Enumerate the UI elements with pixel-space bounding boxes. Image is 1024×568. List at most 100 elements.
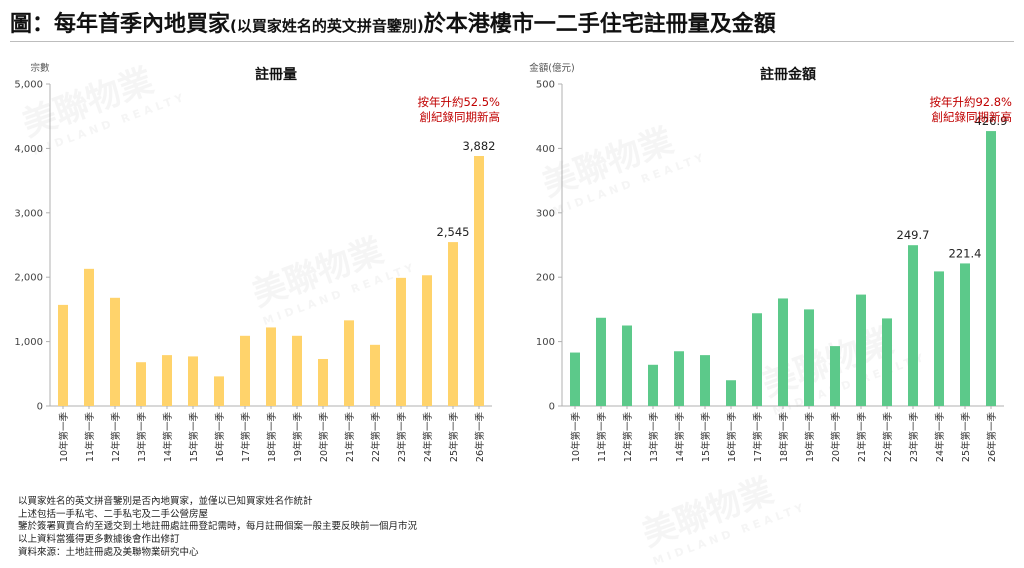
bar	[934, 271, 944, 406]
x-tick-label: 17年第一季	[752, 412, 764, 463]
bar	[986, 131, 996, 406]
y-tick-label: 2,000	[14, 273, 43, 284]
bar	[448, 242, 458, 406]
growth-annotation: 按年升約92.8%	[929, 95, 1012, 109]
growth-annotation: 創紀錄同期新高	[420, 110, 501, 124]
bar	[136, 362, 146, 406]
bar	[830, 346, 840, 406]
source-note: 資料來源：土地註冊處及美聯物業研究中心	[18, 546, 199, 558]
footnote: 鑒於簽署買賣合約至遞交到土地註冊處註冊登記需時，每月註冊個案一般主要反映前一個月…	[18, 521, 418, 533]
x-tick-label: 26年第一季	[474, 412, 486, 463]
chart-title: 註冊金額	[760, 66, 816, 83]
growth-annotation: 按年升約52.5%	[417, 95, 500, 109]
y-tick-label: 3,000	[14, 208, 43, 219]
x-tick-label: 12年第一季	[622, 412, 634, 463]
x-tick-label: 23年第一季	[908, 412, 920, 463]
footnote: 以上資料當獲得更多數據後會作出修訂	[18, 534, 180, 546]
x-tick-label: 16年第一季	[726, 412, 738, 463]
x-tick-label: 25年第一季	[960, 412, 972, 463]
bar	[110, 297, 120, 406]
x-tick-label: 18年第一季	[778, 412, 790, 463]
data-label: 249.7	[897, 228, 930, 242]
bar	[596, 317, 606, 406]
title-main: 圖：每年首季內地買家	[10, 12, 231, 37]
bar	[214, 376, 224, 406]
x-tick-label: 24年第一季	[422, 412, 434, 463]
y-tick-label: 1,000	[14, 337, 43, 348]
x-tick-label: 14年第一季	[162, 412, 174, 463]
bar	[344, 320, 354, 406]
y-axis-unit-label: 宗數	[30, 62, 50, 74]
x-tick-label: 10年第一季	[570, 412, 582, 463]
x-tick-label: 12年第一季	[110, 412, 122, 463]
x-tick-label: 13年第一季	[648, 412, 660, 463]
data-label: 3,882	[463, 139, 496, 153]
x-tick-label: 18年第一季	[266, 412, 278, 463]
bar	[778, 298, 788, 406]
x-tick-label: 20年第一季	[318, 412, 330, 463]
title-parenthetical: (以買家姓名的英文拼音鑒別)	[230, 17, 424, 35]
bar	[648, 364, 658, 406]
y-tick-label: 500	[536, 80, 555, 91]
x-tick-label: 15年第一季	[700, 412, 712, 463]
x-tick-label: 11年第一季	[84, 412, 96, 463]
x-tick-label: 25年第一季	[448, 412, 460, 463]
bar	[622, 325, 632, 406]
data-label: 221.4	[949, 246, 982, 260]
bar	[674, 351, 684, 406]
x-tick-label: 17年第一季	[240, 412, 252, 463]
x-tick-label: 19年第一季	[804, 412, 816, 463]
bar	[908, 245, 918, 406]
x-tick-label: 19年第一季	[292, 412, 304, 463]
footnote: 以買家姓名的英文拼音鑒別是否內地買家，並僅以已知買家姓名作統計	[18, 496, 313, 507]
bar	[318, 358, 328, 406]
registration-count-chart: 註冊量 宗數 0 1,000 2,000 3,000 4,000 5,000 10年第一季 11年…	[14, 62, 501, 463]
x-tick-label: 10年第一季	[58, 412, 70, 463]
footnote: 上述包括一手私宅、二手私宅及二手公營房屋	[18, 508, 209, 520]
y-tick-label: 100	[536, 337, 555, 348]
y-tick-label: 0	[549, 402, 555, 413]
page-title: 圖：每年首季內地買家(以買家姓名的英文拼音鑒別)於本港樓市一二手住宅註冊量及金額	[10, 6, 1014, 38]
x-tick-label: 11年第一季	[596, 412, 608, 463]
x-tick-label: 21年第一季	[344, 412, 356, 463]
bar	[570, 352, 580, 406]
bar	[162, 355, 172, 406]
x-tick-label: 22年第一季	[882, 412, 894, 463]
x-tick-label: 26年第一季	[986, 412, 998, 463]
bar	[856, 294, 866, 406]
bar	[752, 313, 762, 406]
bar	[370, 344, 380, 406]
footnotes: 以買家姓名的英文拼音鑒別是否內地買家，並僅以已知買家姓名作統計 上述包括一手私宅…	[18, 496, 638, 560]
x-tick-label: 21年第一季	[856, 412, 868, 463]
x-tick-label: 24年第一季	[934, 412, 946, 463]
data-label: 2,545	[437, 225, 470, 239]
growth-annotation: 創紀錄同期新高	[932, 110, 1013, 124]
bar	[700, 355, 710, 406]
bar	[84, 268, 94, 406]
x-tick-label: 16年第一季	[214, 412, 226, 463]
y-axis-unit-label: 金額(億元)	[529, 62, 574, 74]
x-tick-label: 23年第一季	[396, 412, 408, 463]
bar	[960, 263, 970, 406]
y-tick-label: 0	[37, 402, 43, 413]
y-tick-label: 200	[536, 273, 555, 284]
y-tick-label: 5,000	[14, 80, 43, 91]
x-tick-label: 13年第一季	[136, 412, 148, 463]
y-tick-label: 4,000	[14, 144, 43, 155]
x-tick-label: 15年第一季	[188, 412, 200, 463]
title-divider	[10, 41, 1014, 42]
bar	[266, 327, 276, 406]
y-tick-label: 300	[536, 208, 555, 219]
bar	[188, 356, 198, 406]
bar	[882, 318, 892, 406]
x-tick-label: 14年第一季	[674, 412, 686, 463]
bar	[726, 380, 736, 406]
chart-title: 註冊量	[255, 66, 297, 83]
data-label: 426.9	[975, 114, 1008, 128]
title-rest: 於本港樓市一二手住宅註冊量及金額	[423, 12, 776, 37]
registration-amount-chart: 註冊金額 金額(億元) 0 100 200 300 400 500 10年第一季 11年第一季 12…	[529, 62, 1013, 463]
bar	[474, 155, 484, 406]
bar	[240, 335, 250, 406]
bar	[292, 335, 302, 406]
bar	[396, 277, 406, 406]
